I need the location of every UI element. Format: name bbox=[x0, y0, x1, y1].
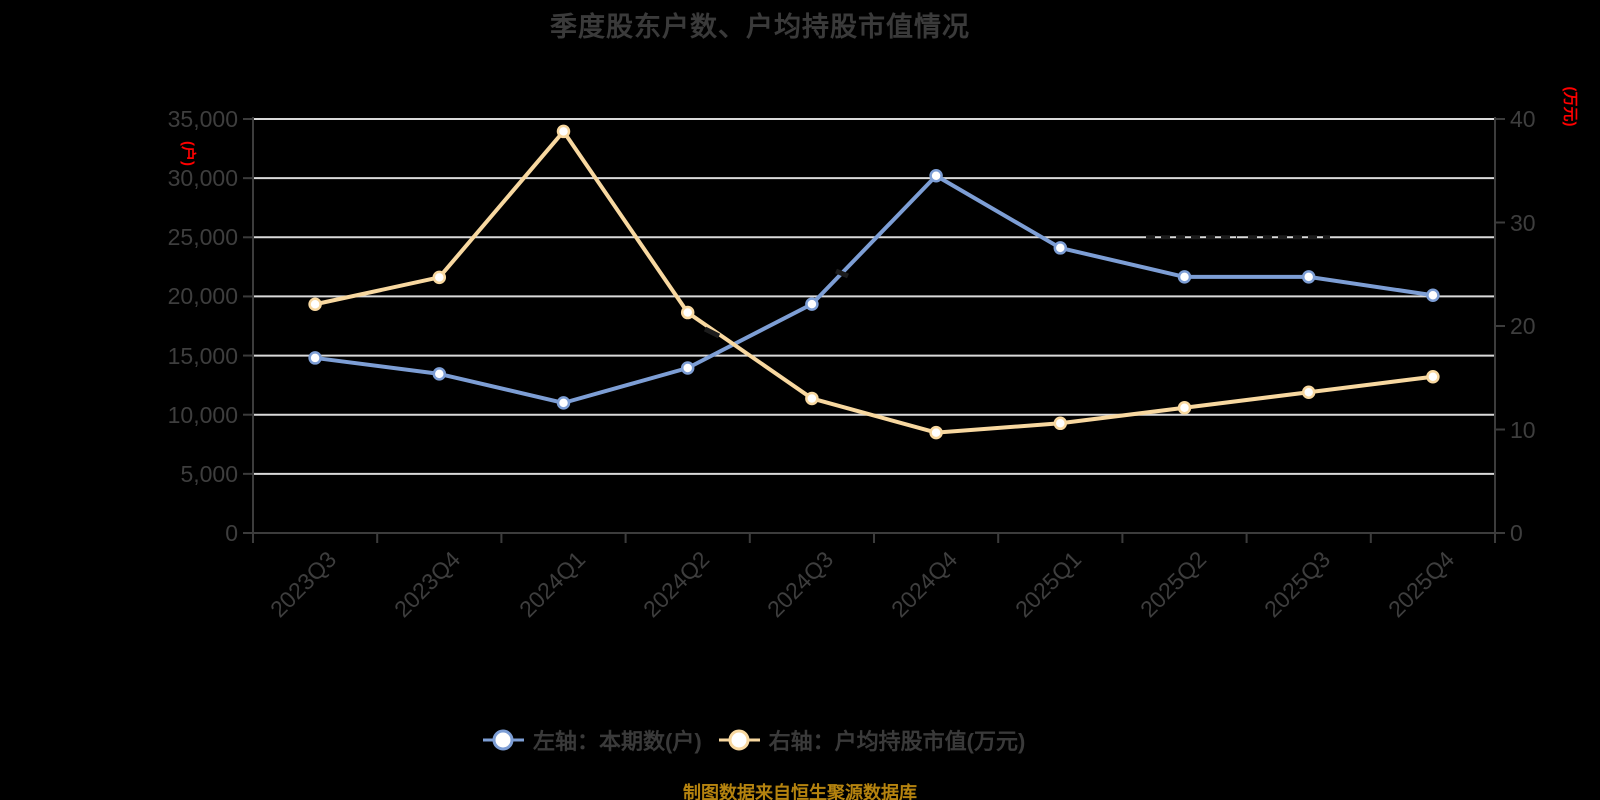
data-point-marker bbox=[1426, 369, 1440, 384]
series-line-households bbox=[313, 173, 1435, 405]
data-point-marker bbox=[308, 297, 322, 312]
y-axis-right-tick-label: 10 bbox=[1510, 416, 1536, 443]
data-point-marker bbox=[556, 124, 571, 139]
series-line-market-value bbox=[313, 129, 1435, 435]
line-dark-notch-artifact bbox=[835, 268, 849, 279]
legend: 左轴：本期数(户) 右轴：户均持股市值(万元) bbox=[483, 724, 1025, 756]
data-source-note: 制图数据来自恒生聚源数据库 bbox=[683, 783, 917, 800]
line-dark-notch-artifact bbox=[703, 326, 721, 339]
data-point-marker bbox=[680, 361, 695, 375]
y-axis-left-tick-label: 5,000 bbox=[180, 460, 238, 487]
data-point-marker bbox=[432, 270, 447, 285]
legend-label-households: 左轴：本期数(户) bbox=[533, 729, 702, 754]
legend-label-market-value: 右轴：户均持股市值(万元) bbox=[768, 729, 1026, 754]
y-axis-left-tick-label: 35,000 bbox=[167, 106, 238, 132]
y-axis-left-tick-label: 30,000 bbox=[167, 165, 238, 192]
y-axis-left-tick-label: 10,000 bbox=[167, 401, 238, 428]
data-point-marker bbox=[432, 367, 447, 381]
blue-line-marker-icon bbox=[483, 729, 524, 751]
data-point-marker bbox=[1426, 288, 1440, 302]
data-point-marker bbox=[805, 297, 819, 311]
y-axis-left-tick-label: 0 bbox=[225, 520, 238, 546]
y-axis-right-tick-label: 30 bbox=[1510, 209, 1536, 236]
data-point-marker bbox=[805, 391, 819, 406]
yellow-line-marker-icon bbox=[718, 729, 760, 751]
data-point-marker bbox=[680, 305, 695, 320]
y-axis-left-tick-label: 20,000 bbox=[167, 283, 238, 310]
y-axis-left-tick-label: 15,000 bbox=[167, 342, 238, 369]
data-point-marker bbox=[929, 425, 943, 440]
data-point-marker bbox=[1053, 416, 1068, 431]
data-point-marker bbox=[1177, 401, 1192, 415]
y-axis-right-tick-label: 40 bbox=[1510, 106, 1536, 132]
data-point-marker bbox=[1177, 270, 1192, 284]
data-point-marker bbox=[929, 169, 943, 183]
chart-title: 季度股东户数、户均持股市值情况 bbox=[550, 12, 970, 42]
data-point-marker bbox=[556, 396, 571, 410]
data-point-marker bbox=[1301, 385, 1316, 399]
legend-item-households[interactable]: 左轴：本期数(户) bbox=[483, 724, 702, 756]
data-point-marker bbox=[1301, 270, 1316, 284]
y-axis-right-tick-label: 20 bbox=[1510, 313, 1536, 339]
data-point-marker bbox=[1053, 241, 1068, 255]
legend-item-market-value[interactable]: 右轴：户均持股市值(万元) bbox=[718, 724, 1026, 756]
y-axis-right-tick-label: 0 bbox=[1510, 520, 1523, 546]
y-axis-left-tick-label: 25,000 bbox=[167, 224, 238, 251]
right-axis-unit-label: (万元) bbox=[1561, 86, 1579, 127]
data-point-marker bbox=[308, 351, 322, 365]
